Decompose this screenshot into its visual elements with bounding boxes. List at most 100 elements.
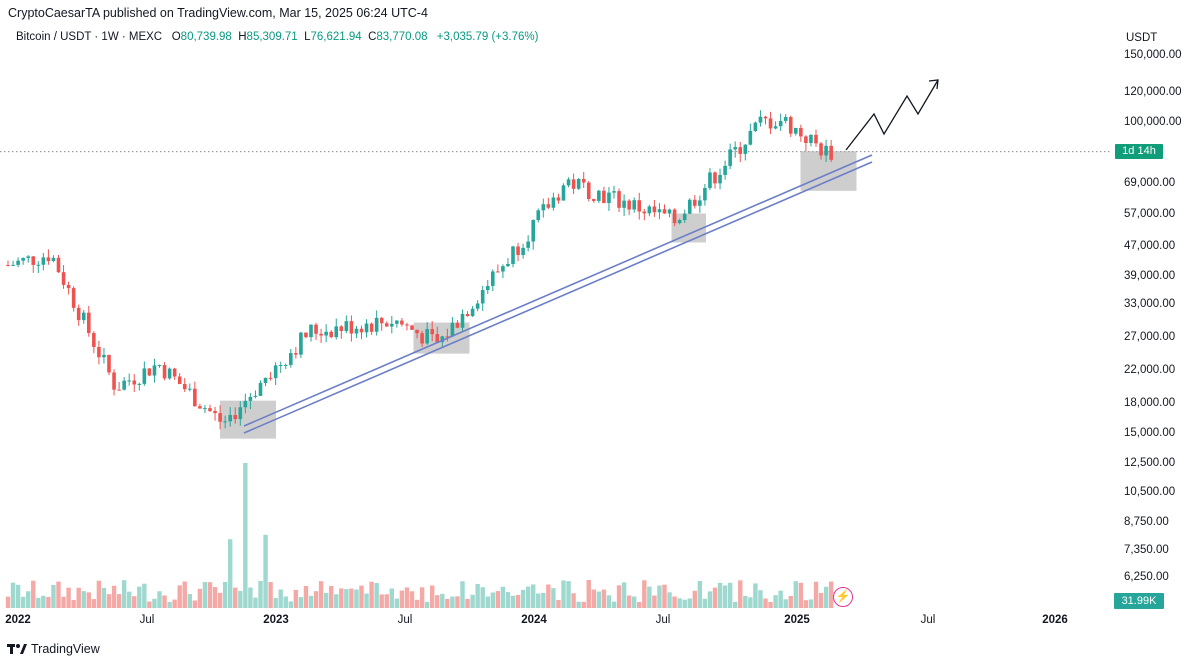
volume-bar <box>531 584 536 608</box>
candle-body <box>51 257 56 262</box>
snapshot-icon[interactable]: ⚡ <box>833 587 853 607</box>
candle-body <box>324 331 328 336</box>
volume-bar <box>359 585 364 608</box>
low-label: L <box>304 31 311 43</box>
candle-body <box>97 346 101 358</box>
volume-bar <box>127 591 132 608</box>
volume-bar <box>323 592 329 608</box>
candle-body <box>814 134 818 144</box>
candle-body <box>819 143 823 156</box>
candle-body <box>21 258 25 261</box>
tradingview-logo[interactable]: TradingView <box>7 642 100 656</box>
symbol-info-bar: Bitcoin / USDT · 1W · MEXC O80,739.98 H8… <box>16 31 538 43</box>
volume-bar <box>288 601 293 608</box>
trendline-upper <box>243 154 873 427</box>
volume-bar <box>455 596 460 608</box>
volume-bar <box>591 589 596 608</box>
volume-bar <box>293 589 299 608</box>
candle-body <box>172 368 177 377</box>
volume-bar <box>424 601 430 608</box>
candle-body <box>132 380 137 385</box>
volume-bar <box>197 588 203 608</box>
volume-bar <box>445 598 450 608</box>
volume-bar <box>41 595 46 608</box>
price-tick-label: 27,000.00 <box>1124 330 1176 343</box>
price-unit[interactable]: USDT <box>1126 32 1158 44</box>
support-zone <box>671 213 706 243</box>
price-tick-label: 6,250.00 <box>1124 571 1169 583</box>
candle-body <box>526 241 530 248</box>
volume-bar <box>379 594 384 608</box>
volume-bar <box>243 463 248 608</box>
time-tick-label: 2022 <box>5 614 31 626</box>
candle-body <box>581 178 586 183</box>
volume-bar <box>394 598 400 608</box>
candle-body <box>607 192 611 204</box>
candle-body <box>809 134 813 144</box>
volume-badge: 31.99K <box>1114 593 1164 609</box>
volume-bar <box>182 581 187 608</box>
time-tick-label: Jul <box>655 614 671 626</box>
candle-body <box>586 182 591 199</box>
publisher-line: CryptoCaesarTA published on TradingView.… <box>8 6 428 20</box>
volume-bar <box>632 596 637 608</box>
volume-bar <box>465 598 470 608</box>
volume-bar <box>329 586 334 608</box>
candle-body <box>768 118 773 129</box>
candle-body <box>147 368 152 376</box>
volume-bar <box>192 600 198 608</box>
volume-bar <box>621 582 627 608</box>
candle-body <box>177 376 182 385</box>
volume-bar <box>813 581 819 608</box>
volume-bar <box>823 586 829 608</box>
volume-bar <box>768 601 773 608</box>
open-value: 80,739.98 <box>180 31 232 43</box>
volume-bar <box>349 588 354 608</box>
candle-body <box>632 200 636 210</box>
volume-bar <box>596 591 602 608</box>
volume-bar <box>561 580 566 608</box>
volume-bar <box>788 596 793 608</box>
symbol-name[interactable]: Bitcoin / USDT · 1W · MEXC <box>16 31 163 43</box>
volume-bar <box>601 589 607 608</box>
candle-body <box>541 204 546 211</box>
price-tick-label: 18,000.00 <box>1124 397 1176 410</box>
candle-body <box>374 317 379 332</box>
candle-body <box>137 383 142 385</box>
candle-body <box>299 332 303 355</box>
volume-bar <box>248 587 253 608</box>
candle-body <box>400 320 404 325</box>
volume-bar <box>672 596 677 608</box>
candle-body <box>546 204 551 208</box>
close-value: 83,770.08 <box>376 31 428 43</box>
volume-bar <box>404 587 410 608</box>
candle-body <box>799 127 803 137</box>
trendlines <box>243 154 873 434</box>
candle-body <box>87 312 91 334</box>
volume-bar <box>334 594 339 608</box>
high-value: 85,309.71 <box>246 31 298 43</box>
volume-bar <box>5 596 11 608</box>
candle-body <box>36 264 41 266</box>
volume-bar <box>818 592 824 608</box>
volume-bar <box>722 585 728 608</box>
volume-bar <box>374 582 379 608</box>
volume-bar <box>76 587 81 608</box>
volume-bar <box>152 598 157 608</box>
volume-bar <box>536 593 541 608</box>
volume-bar <box>748 597 753 608</box>
volume-bar <box>485 596 490 608</box>
candle-body <box>708 172 712 188</box>
volume-bar <box>399 590 405 608</box>
candle-body <box>218 413 222 422</box>
price-tick-label: 47,000.00 <box>1124 239 1176 252</box>
volume-bar <box>697 581 703 608</box>
volume-bar <box>339 588 344 608</box>
candle-body <box>687 199 692 214</box>
candle-body <box>788 117 793 134</box>
volume-bar <box>283 596 288 608</box>
volume-bar <box>318 581 324 608</box>
candle-body <box>81 312 86 321</box>
price-tick-label: 57,000.00 <box>1124 207 1176 220</box>
